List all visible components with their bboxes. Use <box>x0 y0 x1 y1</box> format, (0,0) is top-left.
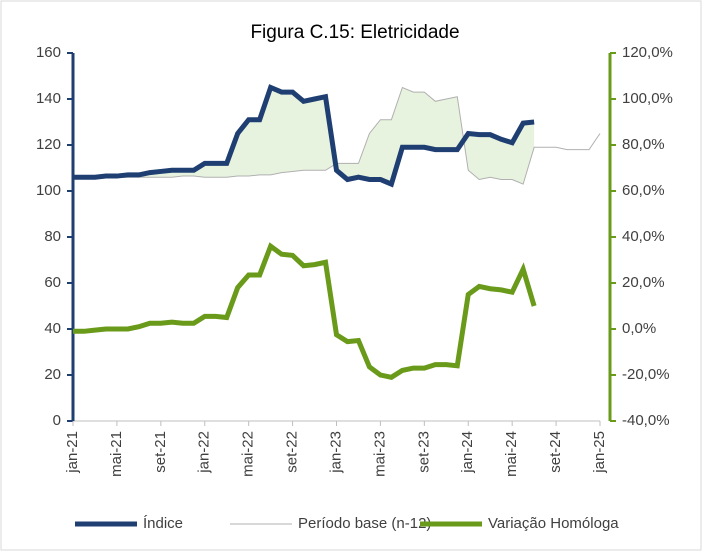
x-tick-label: set-21 <box>152 431 169 473</box>
x-tick-label: jan-21 <box>64 431 81 474</box>
y-tick-label: 140 <box>36 90 61 107</box>
y-tick-label: 160 <box>36 44 61 61</box>
x-tick-label: set-24 <box>547 431 564 473</box>
y-tick-label: 100 <box>36 182 61 199</box>
chart-title: Figura C.15: Eletricidade <box>250 22 459 43</box>
x-tick-label: mai-21 <box>108 431 125 477</box>
x-tick-label: mai-24 <box>503 431 520 477</box>
legend-label: Índice <box>143 515 183 532</box>
y2-tick-label: 40,0% <box>622 228 665 245</box>
y2-tick-label: 120,0% <box>622 44 673 61</box>
y2-tick-label: 0,0% <box>622 320 656 337</box>
x-tick-label: mai-22 <box>240 431 257 477</box>
y-tick-label: 40 <box>44 320 61 337</box>
legend-label: Variação Homóloga <box>488 515 619 532</box>
y2-tick-label: -40,0% <box>622 412 670 429</box>
y2-tick-label: 60,0% <box>622 182 665 199</box>
y-tick-label: 80 <box>44 228 61 245</box>
y-tick-label: 0 <box>53 412 61 429</box>
y2-tick-label: 100,0% <box>622 90 673 107</box>
x-tick-label: jan-24 <box>459 431 476 474</box>
series-line <box>73 242 537 380</box>
x-tick-label: set-22 <box>284 431 301 473</box>
series-line <box>73 84 535 188</box>
y-tick-label: 120 <box>36 136 61 153</box>
x-tick-label: set-23 <box>415 431 432 473</box>
y2-tick-label: 20,0% <box>622 274 665 291</box>
y-tick-label: 20 <box>44 366 61 383</box>
y-tick-label: 60 <box>44 274 61 291</box>
y2-tick-label: -20,0% <box>622 366 670 383</box>
x-tick-label: mai-23 <box>371 431 388 477</box>
x-tick-label: jan-23 <box>327 431 344 474</box>
difference-area <box>73 87 535 185</box>
y2-tick-label: 80,0% <box>622 136 665 153</box>
x-tick-label: jan-22 <box>196 431 213 474</box>
legend-label: Período base (n-12) <box>298 515 431 532</box>
x-tick-label: jan-25 <box>591 431 608 474</box>
